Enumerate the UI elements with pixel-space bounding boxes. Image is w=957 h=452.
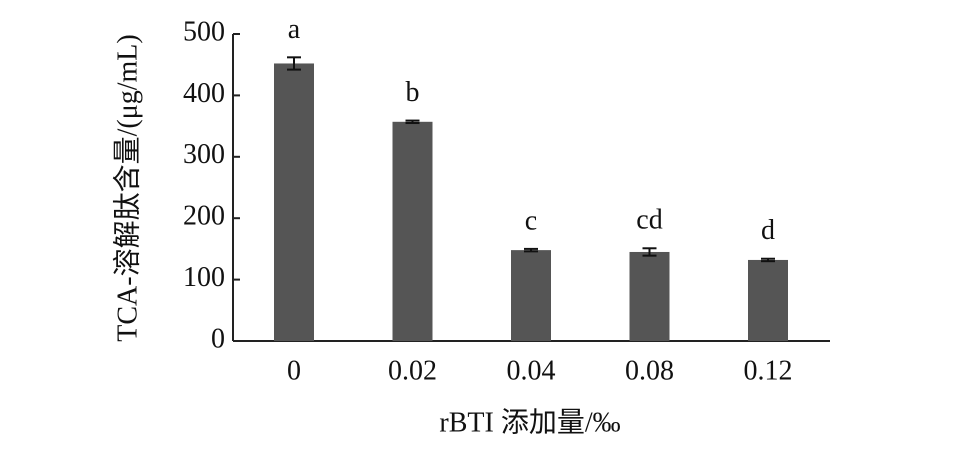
y-tick-label: 300 <box>183 139 225 170</box>
significance-label: c <box>525 205 537 236</box>
error-bar <box>405 119 420 125</box>
error-bar <box>642 247 657 257</box>
x-tick-label: 0.08 <box>625 355 674 386</box>
bar <box>629 251 670 341</box>
significance-label: d <box>761 215 775 246</box>
significance-label: a <box>288 14 301 45</box>
x-tick-label: 0 <box>287 355 301 386</box>
y-tick-label: 0 <box>211 323 225 354</box>
error-bar <box>524 247 538 253</box>
error-bar <box>761 257 775 263</box>
bar <box>748 259 788 341</box>
x-axis-label: rBTI 添加量/‰ <box>439 407 620 438</box>
y-tick-label: 100 <box>183 262 225 293</box>
significance-label: cd <box>636 205 662 236</box>
significance-label: b <box>406 77 420 108</box>
y-tick-label: 400 <box>183 78 225 109</box>
bar <box>511 250 551 341</box>
bar <box>274 63 314 342</box>
y-tick-label: 200 <box>183 201 225 232</box>
error-bar <box>287 56 301 71</box>
y-tick-label: 500 <box>183 16 225 47</box>
x-tick-label: 0.04 <box>507 355 556 386</box>
bar <box>392 121 433 341</box>
y-axis-label: TCA-溶解肽含量/(μg/mL) <box>111 34 143 341</box>
x-tick-label: 0.12 <box>744 355 793 386</box>
x-tick-label: 0.02 <box>388 355 437 386</box>
